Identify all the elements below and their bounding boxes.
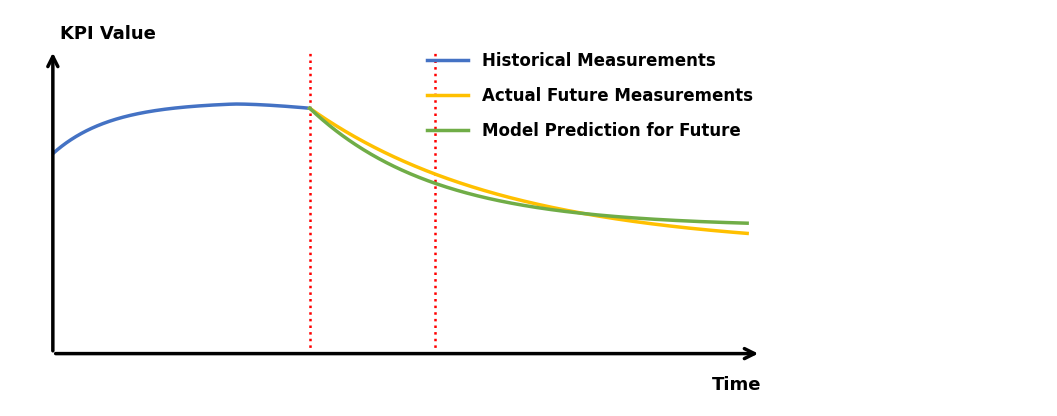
Text: KPI Value: KPI Value (60, 25, 155, 42)
Text: Time: Time (711, 376, 761, 394)
Legend: Historical Measurements, Actual Future Measurements, Model Prediction for Future: Historical Measurements, Actual Future M… (427, 52, 753, 139)
